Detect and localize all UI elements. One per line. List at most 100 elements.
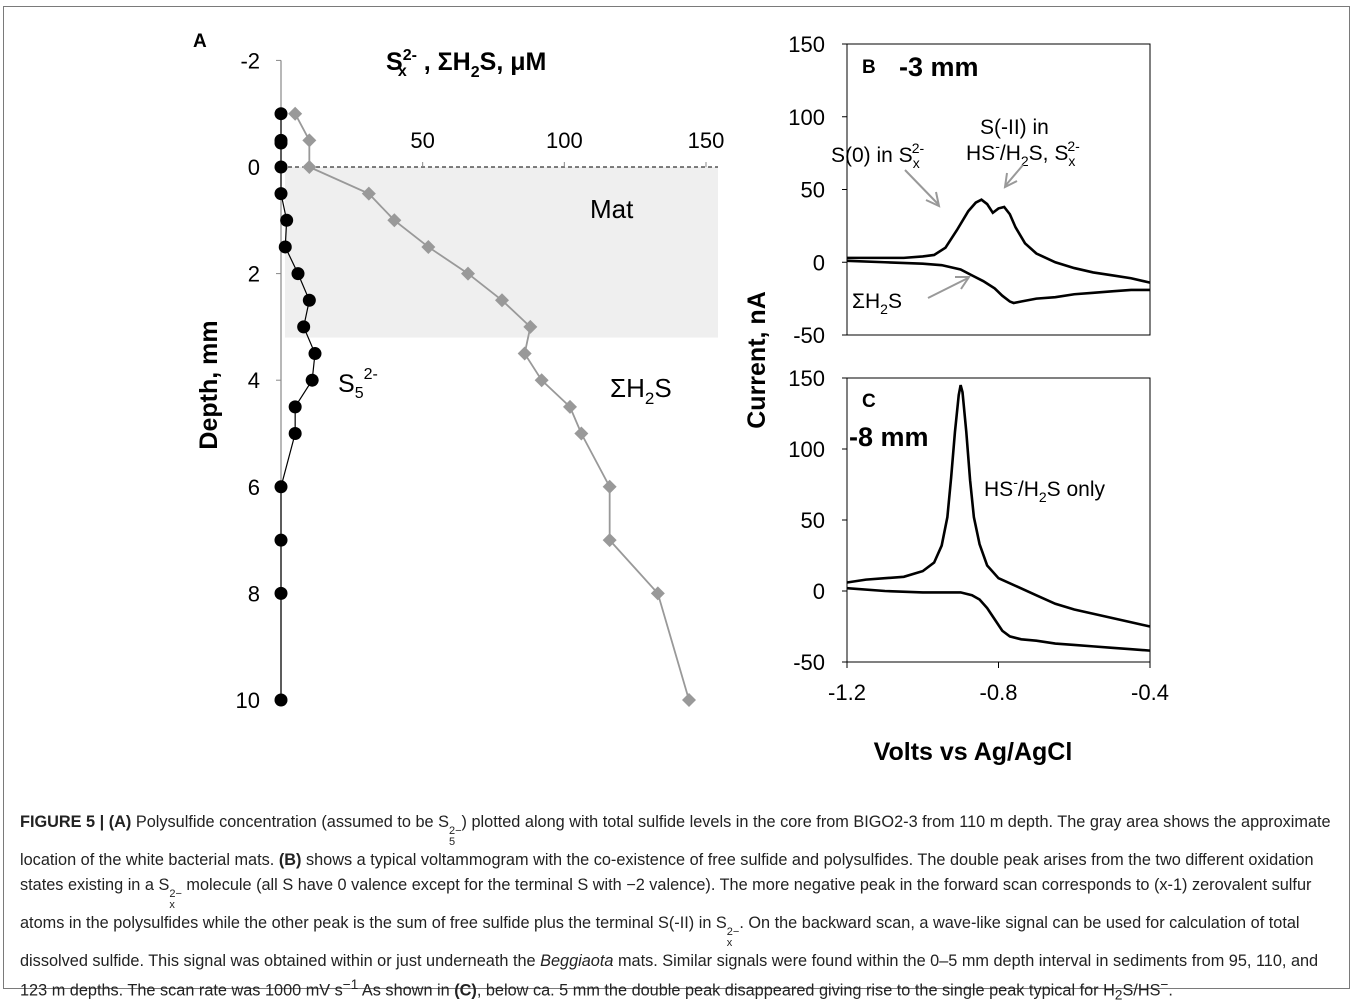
panel-a-y-tick-label: 10: [236, 688, 260, 713]
h2s-data-point: [495, 293, 509, 308]
b-y-tick-label: 50: [801, 178, 825, 203]
panel-b-forward-scan: [847, 198, 1151, 284]
s5-data-point: [278, 240, 292, 254]
h2s-data-point: [563, 399, 577, 414]
volts-axis-label: Volts vs Ag/AgCl: [874, 738, 1073, 766]
s5-data-point: [297, 320, 311, 334]
caption-chem: 2− x: [726, 925, 740, 949]
h2s-data-point: [517, 346, 532, 361]
s5-data-point: [308, 347, 322, 361]
s5-data-point: [274, 187, 288, 201]
panel-c: 150 100 50 0 -50 -1.2 -0.8 -0.4 C -8 mm HS-/H2…: [743, 291, 1169, 766]
caption-text: , below ca. 5 mm the double peak disappe…: [476, 981, 1115, 1000]
panel-a-y-tick-label: 2: [248, 262, 260, 287]
caption-italic: Beggiaota: [540, 951, 614, 970]
mat-shaded-region: [285, 167, 718, 338]
panel-a-x-axis-label: S2-x , ΣH2S, μM: [386, 47, 546, 81]
h2s-data-point: [421, 239, 436, 254]
panel-a-x-ticks: 50 100 150: [410, 128, 724, 167]
panel-c-forward-scan: [846, 384, 1151, 628]
c-y-tick-label: 100: [788, 437, 825, 462]
panel-b-label: B: [862, 57, 876, 78]
h2s-data-point: [602, 479, 617, 494]
s5-data-point: [288, 400, 302, 414]
h2s-data-point: [461, 266, 475, 281]
panel-c-frame: [846, 377, 1151, 663]
panel-a-label: A: [193, 31, 207, 52]
s5-data-point: [291, 267, 305, 281]
s5-data-point: [302, 293, 316, 307]
h2s-data-point: [534, 373, 549, 388]
s5-data-point: [288, 427, 302, 440]
panel-b-y-ticks: 150 100 50 0 -50: [788, 32, 847, 348]
panel-a-x-tick-label: 50: [410, 128, 434, 153]
h2s-series-points: [288, 106, 696, 707]
s5-data-point: [274, 107, 288, 121]
caption-text: Polysulfide concentration (assumed to be…: [131, 813, 449, 831]
panel-a-x-tick-label: 150: [688, 128, 725, 153]
panel-c-y-ticks: 150 100 50 0 -50: [788, 366, 847, 675]
mat-label: Mat: [590, 194, 634, 224]
s5-data-point: [280, 213, 294, 227]
panel-a-y-tick-label: -2: [240, 48, 260, 73]
b-y-tick-label: 0: [813, 250, 825, 275]
figure-frame: [3, 6, 1350, 989]
s5-series-points: [274, 107, 322, 707]
panel-a-y-ticks: -2 0 2 4 6 8 10: [236, 48, 281, 713]
b-y-tick-label: -50: [793, 323, 825, 348]
s-ii-annotation-line1: S(-II) in: [980, 116, 1049, 139]
caption-text: .: [1168, 981, 1173, 1000]
h2s-data-point: [523, 319, 538, 334]
s5-data-point: [274, 480, 288, 494]
b-y-tick-label: 150: [788, 32, 825, 57]
caption-text: . On the backward scan, a wave-like sign…: [20, 913, 1300, 970]
panel-a-y-axis-label: Depth, mm: [195, 320, 223, 449]
h2s-data-point: [682, 693, 696, 707]
s5-data-point: [274, 160, 288, 174]
caption-text: As shown in: [358, 981, 455, 1000]
figure-caption: FIGURE 5 | (A) Polysulfide concentration…: [20, 810, 1340, 1008]
caption-text: shows a typical voltammogram with the co…: [20, 851, 1314, 894]
panel-a-y-tick-label: 8: [248, 581, 260, 606]
panel-a: 50 100 150 -2 0 2 4 6 8 10 A S2-x , ΣH2S, μM Dep…: [193, 31, 724, 713]
h2s-data-point: [574, 426, 589, 441]
s5-series-label: S52-: [338, 366, 378, 402]
s5-data-point: [274, 533, 288, 547]
panel-b-title: -3 mm: [899, 52, 979, 82]
s5-data-point: [305, 373, 319, 387]
s5-data-point: [274, 586, 288, 600]
h2s-data-point: [302, 133, 317, 148]
caption-sup: −1: [342, 977, 359, 992]
h2s-data-point: [387, 213, 402, 228]
hs-only-annotation: HS-/H2S only: [984, 474, 1106, 505]
h2s-data-point: [361, 186, 376, 201]
h2s-data-point: [302, 160, 317, 174]
b-y-tick-label: 100: [788, 105, 825, 130]
h2s-data-point: [650, 586, 665, 601]
caption-sup: −: [1160, 977, 1169, 992]
panel-a-y-tick-label: 6: [248, 475, 260, 500]
s-ii-annotation-line2: HS-/H2S, Sx2-: [966, 138, 1080, 169]
panel-c-title: -8 mm: [849, 422, 929, 452]
caption-text: molecule (all S have 0 valence except fo…: [20, 875, 1312, 932]
s0-annotation: S(0) in Sx2-: [831, 140, 924, 171]
caption-chem: 2− x: [169, 887, 182, 911]
c-y-tick-label: 50: [801, 508, 825, 533]
panel-b-backward-scan: [846, 259, 1150, 305]
caption-figure-label: FIGURE 5 |: [20, 813, 109, 831]
panel-b: 150 100 50 0 -50 B -3 mm S(0) in Sx2- S(-II)…: [788, 32, 1151, 348]
figure-chart: 50 100 150 -2 0 2 4 6 8 10 A S2-x , ΣH2S, μM Dep…: [193, 31, 1169, 766]
s5-data-point: [274, 136, 288, 150]
panel-a-x-tick-label: 100: [546, 128, 583, 153]
panel-c-label: C: [862, 391, 876, 412]
panel-c-backward-scan: [846, 586, 1151, 652]
panel-a-y-tick-label: 4: [248, 368, 260, 393]
h2s-data-point: [288, 106, 303, 121]
caption-text: ) plotted along with total sulfide level…: [20, 813, 1331, 869]
annotation-arrows: [904, 164, 1024, 299]
c-x-tick-label: -0.4: [1131, 680, 1169, 705]
caption-ref-b: (B): [278, 851, 302, 869]
c-y-tick-label: 0: [813, 579, 825, 604]
caption-text: S/HS: [1122, 981, 1161, 1000]
caption-ref-c: (C): [454, 981, 477, 1000]
